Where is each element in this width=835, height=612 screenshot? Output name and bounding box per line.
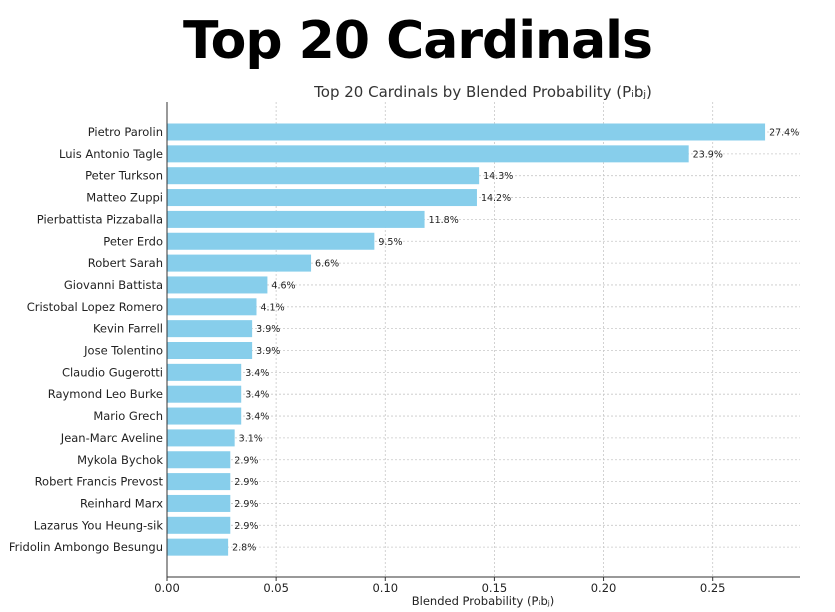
- category-label: Mario Grech: [93, 409, 163, 423]
- x-tick-label: 0.20: [591, 581, 617, 595]
- data-label: 2.9%: [234, 455, 258, 466]
- chart-title: Top 20 Cardinals by Blended Probability …: [313, 83, 652, 101]
- bar: [167, 145, 689, 163]
- data-label: 4.6%: [271, 280, 295, 291]
- data-label: 3.4%: [245, 368, 269, 379]
- data-label: 3.4%: [245, 412, 269, 423]
- bar: [167, 189, 477, 207]
- bar: [167, 232, 375, 250]
- bar: [167, 254, 312, 272]
- category-label: Fridolin Ambongo Besungu: [9, 540, 163, 554]
- category-label: Reinhard Marx: [80, 496, 163, 510]
- data-label: 3.1%: [239, 433, 263, 444]
- data-label: 9.5%: [378, 237, 402, 248]
- category-label: Luis Antonio Tagle: [59, 147, 163, 161]
- page-title: Top 20 Cardinals: [183, 11, 653, 71]
- bar: [167, 494, 231, 512]
- bar: [167, 451, 231, 469]
- data-label: 11.8%: [429, 215, 459, 226]
- bar: [167, 276, 268, 294]
- bars: [167, 123, 766, 556]
- bar: [167, 407, 242, 425]
- x-tick-label: 0.10: [372, 581, 398, 595]
- data-label: 14.2%: [481, 193, 511, 204]
- x-tick-label: 0.15: [482, 581, 508, 595]
- data-label: 2.9%: [234, 477, 258, 488]
- x-tick-label: 0.05: [263, 581, 289, 595]
- data-label: 3.9%: [256, 346, 280, 357]
- category-label: Kevin Farrell: [93, 322, 163, 336]
- category-label: Claudio Gugerotti: [62, 365, 163, 379]
- bar: [167, 298, 257, 316]
- bar: [167, 210, 425, 228]
- bar: [167, 342, 253, 359]
- bar: [167, 385, 242, 403]
- category-label: Jean-Marc Aveline: [60, 431, 163, 445]
- x-tick-label: 0.25: [700, 581, 726, 595]
- data-label: 14.3%: [483, 171, 513, 182]
- data-label: 6.6%: [315, 259, 339, 270]
- category-label: Jose Tolentino: [83, 344, 163, 358]
- x-axis: 0.00 0.05 0.10 0.15 0.20 0.25: [154, 102, 800, 595]
- bar: [167, 473, 231, 491]
- data-label: 4.1%: [260, 302, 284, 313]
- category-labels: Pietro Parolin Luis Antonio Tagle Peter Tu…: [9, 125, 164, 554]
- category-label: Peter Erdo: [103, 234, 163, 248]
- data-labels: 27.4% 23.9% 14.3% 14.2% 11.8% 9.5% 6.6% 4.6% 4.1…: [232, 128, 799, 554]
- category-label: Cristobal Lopez Romero: [27, 300, 163, 314]
- category-label: Giovanni Battista: [64, 278, 163, 292]
- data-label: 3.9%: [256, 324, 280, 335]
- category-label: Mykola Bychok: [77, 453, 163, 467]
- data-label: 27.4%: [769, 128, 799, 139]
- data-label: 2.8%: [232, 543, 256, 554]
- bar: [167, 363, 242, 381]
- category-label: Matteo Zuppi: [86, 191, 163, 205]
- bar: [167, 538, 229, 556]
- data-label: 3.4%: [245, 390, 269, 401]
- bar: [167, 320, 253, 338]
- category-label: Pietro Parolin: [88, 125, 163, 139]
- category-label: Lazarus You Heung-sik: [34, 518, 164, 532]
- bar: [167, 123, 766, 141]
- category-label: Robert Francis Prevost: [35, 475, 164, 489]
- bar: [167, 429, 235, 447]
- category-label: Pierbattista Pizzaballa: [37, 212, 163, 226]
- data-label: 2.9%: [234, 499, 258, 510]
- category-label: Peter Turkson: [85, 169, 163, 183]
- data-label: 23.9%: [693, 149, 723, 160]
- bar: [167, 167, 480, 185]
- data-label: 2.9%: [234, 521, 258, 532]
- x-axis-label: Blended Probability (Pᵢbⱼ): [412, 594, 555, 608]
- category-label: Robert Sarah: [88, 256, 163, 270]
- x-tick-label: 0.00: [154, 581, 180, 595]
- bar: [167, 516, 231, 534]
- category-label: Raymond Leo Burke: [48, 387, 163, 401]
